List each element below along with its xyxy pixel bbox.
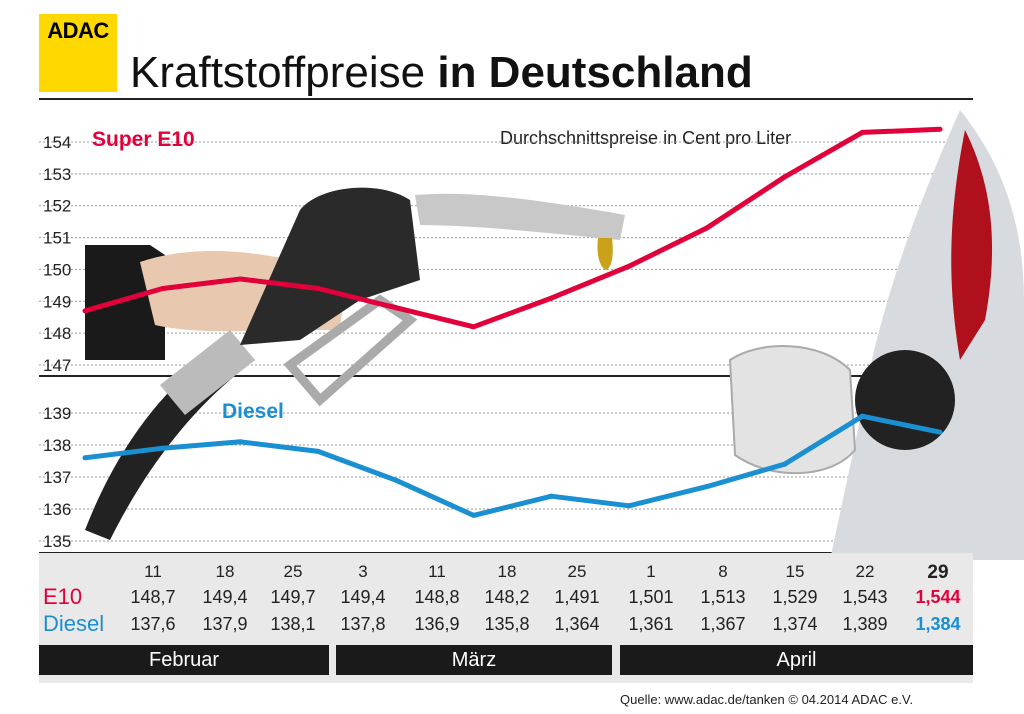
date-header: 11 — [428, 562, 446, 581]
source-credit: Quelle: www.adac.de/tanken © 04.2014 ADA… — [620, 692, 914, 707]
e10-price-cell: 148,2 — [484, 587, 530, 607]
diesel-y-tick-label: 138 — [43, 436, 71, 455]
adac-logo: ADAC — [39, 14, 117, 92]
title-bold: in Deutschland — [437, 48, 753, 97]
date-header: 18 — [497, 562, 517, 581]
e10-price-cell: 1,491 — [554, 587, 600, 607]
e10-price-cell: 148,7 — [130, 587, 176, 607]
e10-y-tick-label: 150 — [43, 260, 71, 279]
diesel-data-point — [937, 429, 943, 435]
diesel-price-cell: 137,8 — [340, 614, 386, 634]
date-header: 25 — [283, 562, 303, 581]
diesel-price-cell: 137,6 — [130, 614, 176, 634]
e10-data-point — [315, 286, 321, 292]
diesel-data-point — [782, 461, 788, 467]
month-maerz: März — [336, 645, 612, 675]
date-header: 15 — [785, 562, 805, 581]
diesel-y-tick-label: 136 — [43, 500, 71, 519]
date-header: 18 — [215, 562, 235, 581]
diesel-data-point — [315, 448, 321, 454]
diesel-price-cell: 137,9 — [202, 614, 248, 634]
car-illustration — [728, 110, 1024, 560]
date-header: 3 — [358, 562, 368, 581]
e10-data-point — [237, 276, 243, 282]
diesel-price-cell: 1,364 — [554, 614, 600, 634]
e10-data-point — [937, 126, 943, 132]
e10-series-line — [84, 126, 941, 330]
e10-grid: 147 148 149 150 151 152 153 154 — [39, 133, 973, 375]
diesel-data-point — [704, 484, 710, 490]
diesel-points — [82, 413, 943, 518]
date-header: 8 — [718, 562, 728, 581]
month-februar: Februar — [39, 645, 329, 675]
logo-text: ADAC — [47, 18, 109, 43]
e10-data-point — [704, 225, 710, 231]
diesel-price-cell: 135,8 — [484, 614, 530, 634]
diesel-price-cell: 1,367 — [700, 614, 746, 634]
e10-price-cell: 1,543 — [842, 587, 888, 607]
e10-price-cell: 1,501 — [628, 587, 674, 607]
diesel-price-cell: 136,9 — [414, 614, 460, 634]
e10-data-point — [859, 129, 865, 135]
e10-y-tick-label: 147 — [43, 356, 71, 375]
e10-data-point — [782, 174, 788, 180]
e10-data-point — [82, 308, 88, 314]
diesel-data-point — [471, 512, 477, 518]
diesel-price-cell: 1,389 — [842, 614, 888, 634]
e10-price-cell: 149,7 — [270, 587, 316, 607]
e10-price-cell: 1,529 — [772, 587, 818, 607]
e10-price-cell: 1,513 — [700, 587, 746, 607]
diesel-data-point — [237, 439, 243, 445]
e10-y-tick-label: 148 — [43, 324, 71, 343]
diesel-row-label: Diesel — [43, 611, 105, 636]
diesel-price-cell: 1,361 — [628, 614, 674, 634]
e10-y-tick-label: 149 — [43, 292, 71, 311]
e10-points — [82, 126, 943, 330]
e10-y-tick-label: 152 — [43, 197, 71, 216]
diesel-data-point — [859, 413, 865, 419]
page-title: Kraftstoffpreise in Deutschland — [130, 48, 753, 98]
diesel-price-cell: 1,384 — [915, 614, 961, 634]
diesel-grid: 135 136 137 138 139 — [39, 404, 973, 551]
e10-y-tick-label: 153 — [43, 165, 71, 184]
diesel-data-point — [626, 503, 632, 509]
diesel-data-point — [548, 493, 554, 499]
diesel-y-tick-label: 139 — [43, 404, 71, 423]
date-header: 29 — [927, 562, 949, 583]
e10-data-point — [548, 295, 554, 301]
e10-data-point — [393, 305, 399, 311]
date-header: 25 — [567, 562, 587, 581]
chart-subtitle: Durchschnittspreise in Cent pro Liter — [500, 128, 792, 148]
diesel-data-point — [82, 455, 88, 461]
diesel-data-point — [393, 477, 399, 483]
diesel-y-tick-label: 137 — [43, 468, 71, 487]
month-april: April — [620, 645, 973, 675]
title-rule — [39, 98, 973, 100]
date-header: 1 — [646, 562, 656, 581]
diesel-price-cell: 138,1 — [270, 614, 316, 634]
e10-y-tick-label: 151 — [43, 229, 71, 248]
fuel-nozzle-illustration — [85, 187, 625, 540]
e10-price-cell: 1,544 — [915, 587, 961, 607]
diesel-data-point — [160, 445, 166, 451]
e10-data-point — [626, 263, 632, 269]
e10-price-cell: 149,4 — [340, 587, 386, 607]
e10-row-label: E10 — [43, 584, 83, 609]
e10-series-label: Super E10 — [92, 128, 195, 151]
e10-data-point — [160, 286, 166, 292]
diesel-series-line — [84, 413, 941, 518]
e10-data-point — [471, 324, 477, 330]
e10-y-tick-label: 154 — [43, 133, 71, 152]
date-header: 22 — [855, 562, 875, 581]
title-light: Kraftstoffpreise — [130, 48, 426, 97]
date-header: 11 — [144, 562, 162, 581]
diesel-y-tick-label: 135 — [43, 532, 71, 551]
e10-price-cell: 149,4 — [202, 587, 248, 607]
e10-price-cell: 148,8 — [414, 587, 460, 607]
diesel-series-label: Diesel — [222, 400, 284, 423]
diesel-price-cell: 1,374 — [772, 614, 818, 634]
